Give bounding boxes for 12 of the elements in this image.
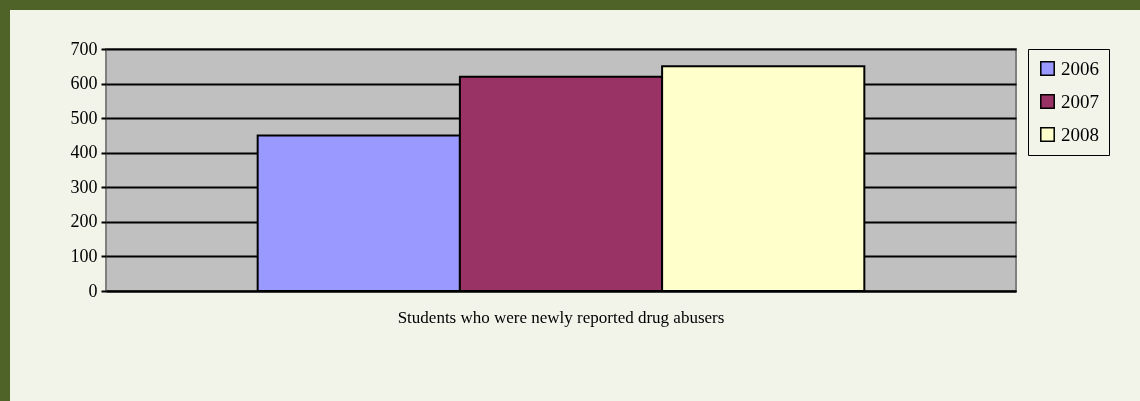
legend-label: 2008 (1061, 123, 1099, 145)
legend-label: 2006 (1061, 57, 1099, 79)
y-tick-label: 200 (70, 211, 98, 232)
y-tick-label: 400 (70, 142, 98, 163)
y-tick-label: 300 (70, 176, 98, 197)
y-tick-label: 100 (70, 245, 98, 266)
y-tick-label: 700 (70, 38, 98, 59)
y-tick-label: 500 (70, 107, 98, 128)
x-tick-label: Students who were newly reported drug abusers (397, 307, 725, 327)
y-tick-label: 0 (88, 280, 98, 301)
y-tick-label: 600 (70, 73, 98, 94)
legend-label: 2007 (1061, 90, 1099, 112)
